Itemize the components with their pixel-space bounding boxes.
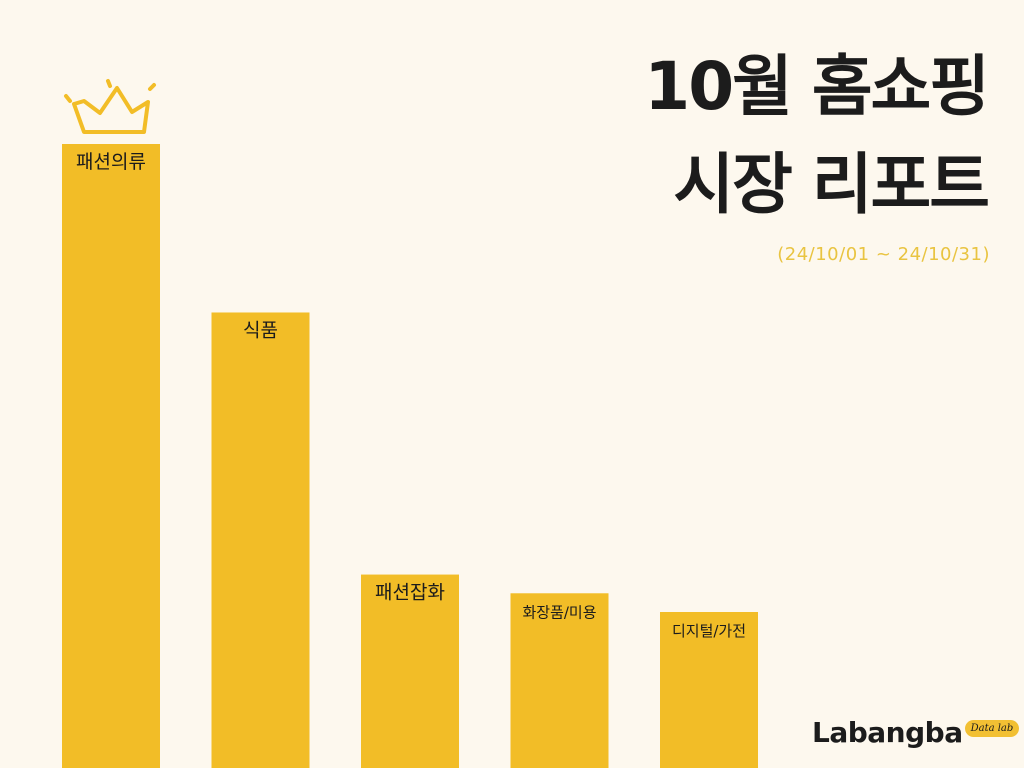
bar-3 bbox=[361, 574, 459, 768]
bar-4 bbox=[510, 593, 609, 768]
page-title: 10월 홈쇼핑 시장 리포트 bbox=[644, 38, 990, 234]
bar-label-3: 패션잡화 bbox=[375, 582, 445, 604]
bar-1 bbox=[62, 144, 160, 768]
crown-icon-spark-mid bbox=[106, 79, 112, 88]
bar-label-1: 패션의류 bbox=[76, 151, 146, 173]
page-title-line1: 10월 홈쇼핑 bbox=[644, 48, 990, 125]
logo-wordmark: Labangba bbox=[812, 716, 963, 749]
logo-tag: Data lab bbox=[964, 720, 1020, 737]
bar-5 bbox=[660, 612, 758, 768]
bar-label-4: 화장품/미용 bbox=[522, 603, 596, 621]
bar-label-5: 디지털/가전 bbox=[672, 622, 746, 640]
page-title-line2: 시장 리포트 bbox=[673, 146, 990, 223]
crown-icon-spark-left bbox=[64, 94, 72, 103]
crown-icon-outline bbox=[72, 86, 150, 134]
logo: Labangba Data lab bbox=[812, 716, 1020, 749]
bar-2 bbox=[211, 312, 310, 768]
crown-icon-spark-right bbox=[148, 83, 156, 91]
crown-icon bbox=[64, 79, 156, 134]
date-range: (24/10/01 ~ 24/10/31) bbox=[777, 244, 990, 265]
bar-label-2: 식품 bbox=[243, 319, 278, 341]
